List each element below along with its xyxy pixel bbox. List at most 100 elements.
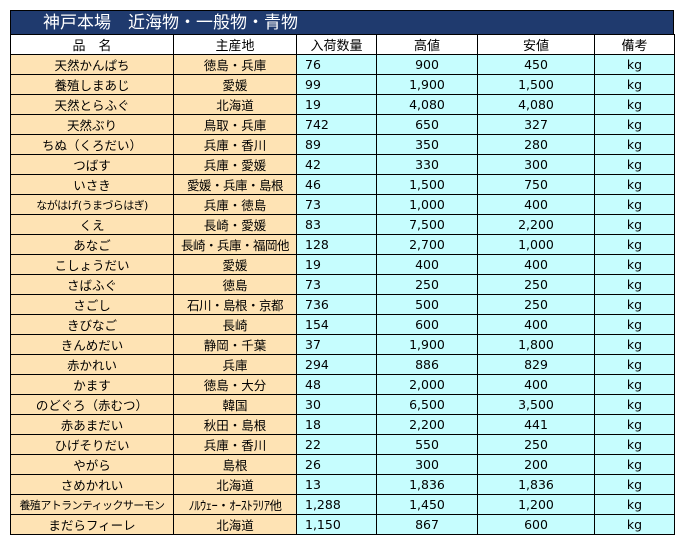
high-price-cell: 650: [376, 114, 478, 135]
quantity-cell: 154: [296, 314, 377, 335]
high-price-cell: 1,900: [376, 74, 478, 95]
quantity-cell: 18: [296, 414, 377, 435]
origin-cell: ﾉﾙｳｪｰ・ｵｰｽﾄﾗﾘｱ他: [173, 494, 297, 515]
quantity-cell: 1,288: [296, 494, 377, 515]
table-row: 天然かんぱち 徳島・兵庫 76 900 450 kg: [10, 54, 675, 75]
item-name-cell: あなご: [10, 234, 174, 255]
item-name-cell: やがら: [10, 454, 174, 475]
item-name-cell: さばふぐ: [10, 274, 174, 295]
item-name-cell: いさき: [10, 174, 174, 195]
low-price-cell: 829: [477, 354, 595, 375]
origin-cell: 鳥取・兵庫: [173, 114, 297, 135]
origin-cell: 北海道: [173, 94, 297, 115]
quantity-cell: 30: [296, 394, 377, 415]
high-price-cell: 2,000: [376, 374, 478, 395]
item-name-cell: ながはげ(うまづらはぎ): [10, 194, 174, 215]
high-price-cell: 1,836: [376, 474, 478, 495]
unit-cell: kg: [594, 474, 675, 495]
origin-cell: 兵庫・徳島: [173, 194, 297, 215]
origin-cell: 愛媛・兵庫・島根: [173, 174, 297, 195]
high-price-cell: 4,080: [376, 94, 478, 115]
origin-cell: 長崎: [173, 314, 297, 335]
high-price-cell: 250: [376, 274, 478, 295]
low-price-cell: 250: [477, 274, 595, 295]
low-price-cell: 327: [477, 114, 595, 135]
col-header-low: 安値: [477, 34, 595, 55]
quantity-cell: 99: [296, 74, 377, 95]
unit-cell: kg: [594, 194, 675, 215]
unit-cell: kg: [594, 174, 675, 195]
item-name-cell: くえ: [10, 214, 174, 235]
origin-cell: 石川・島根・京都: [173, 294, 297, 315]
item-name-cell: きんめだい: [10, 334, 174, 355]
high-price-cell: 900: [376, 54, 478, 75]
high-price-cell: 1,500: [376, 174, 478, 195]
table-row: ながはげ(うまづらはぎ) 兵庫・徳島 73 1,000 400 kg: [10, 194, 675, 215]
unit-cell: kg: [594, 434, 675, 455]
high-price-cell: 600: [376, 314, 478, 335]
origin-cell: 徳島: [173, 274, 297, 295]
unit-cell: kg: [594, 414, 675, 435]
item-name-cell: まだらフィーレ: [10, 514, 174, 535]
unit-cell: kg: [594, 134, 675, 155]
quantity-cell: 128: [296, 234, 377, 255]
header-row: 品 名 主産地 入荷数量 高値 安値 備考: [10, 34, 675, 55]
origin-cell: 北海道: [173, 514, 297, 535]
low-price-cell: 1,500: [477, 74, 595, 95]
high-price-cell: 500: [376, 294, 478, 315]
origin-cell: 兵庫・香川: [173, 434, 297, 455]
table-row: 養殖しまあじ 愛媛 99 1,900 1,500 kg: [10, 74, 675, 95]
origin-cell: 徳島・兵庫: [173, 54, 297, 75]
high-price-cell: 2,200: [376, 414, 478, 435]
quantity-cell: 19: [296, 94, 377, 115]
unit-cell: kg: [594, 254, 675, 275]
high-price-cell: 6,500: [376, 394, 478, 415]
low-price-cell: 400: [477, 374, 595, 395]
quantity-cell: 37: [296, 334, 377, 355]
item-name-cell: さごし: [10, 294, 174, 315]
item-name-cell: のどぐろ（赤むつ）: [10, 394, 174, 415]
unit-cell: kg: [594, 334, 675, 355]
table-row: ひげそりだい 兵庫・香川 22 550 250 kg: [10, 434, 675, 455]
high-price-cell: 400: [376, 254, 478, 275]
origin-cell: 兵庫・愛媛: [173, 154, 297, 175]
low-price-cell: 750: [477, 174, 595, 195]
low-price-cell: 1,836: [477, 474, 595, 495]
unit-cell: kg: [594, 394, 675, 415]
item-name-cell: 天然とらふぐ: [10, 94, 174, 115]
quantity-cell: 83: [296, 214, 377, 235]
item-name-cell: こしょうだい: [10, 254, 174, 275]
table-row: やがら 島根 26 300 200 kg: [10, 454, 675, 475]
item-name-cell: ちぬ（くろだい）: [10, 134, 174, 155]
item-name-cell: 天然ぶり: [10, 114, 174, 135]
unit-cell: kg: [594, 294, 675, 315]
table-row: さごし 石川・島根・京都 736 500 250 kg: [10, 294, 675, 315]
unit-cell: kg: [594, 214, 675, 235]
sheet-title: 神戸本場 近海物・一般物・青物: [10, 10, 674, 34]
origin-cell: 静岡・千葉: [173, 334, 297, 355]
low-price-cell: 4,080: [477, 94, 595, 115]
quantity-cell: 736: [296, 294, 377, 315]
item-name-cell: 養殖しまあじ: [10, 74, 174, 95]
low-price-cell: 400: [477, 314, 595, 335]
origin-cell: 徳島・大分: [173, 374, 297, 395]
item-name-cell: きびなご: [10, 314, 174, 335]
item-name-cell: つばす: [10, 154, 174, 175]
unit-cell: kg: [594, 354, 675, 375]
quantity-cell: 46: [296, 174, 377, 195]
unit-cell: kg: [594, 74, 675, 95]
table-row: 赤あまだい 秋田・島根 18 2,200 441 kg: [10, 414, 675, 435]
table-row: のどぐろ（赤むつ） 韓国 30 6,500 3,500 kg: [10, 394, 675, 415]
low-price-cell: 1,000: [477, 234, 595, 255]
item-name-cell: ひげそりだい: [10, 434, 174, 455]
origin-cell: 秋田・島根: [173, 414, 297, 435]
table-row: ちぬ（くろだい） 兵庫・香川 89 350 280 kg: [10, 134, 675, 155]
high-price-cell: 350: [376, 134, 478, 155]
table-row: あなご 長崎・兵庫・福岡他 128 2,700 1,000 kg: [10, 234, 675, 255]
high-price-cell: 886: [376, 354, 478, 375]
table-row: 赤かれい 兵庫 294 886 829 kg: [10, 354, 675, 375]
price-table: 品 名 主産地 入荷数量 高値 安値 備考 天然かんぱち 徳島・兵庫 76 900 45…: [10, 34, 675, 535]
table-row: まだらフィーレ 北海道 1,150 867 600 kg: [10, 514, 675, 535]
quantity-cell: 742: [296, 114, 377, 135]
origin-cell: 長崎・兵庫・福岡他: [173, 234, 297, 255]
